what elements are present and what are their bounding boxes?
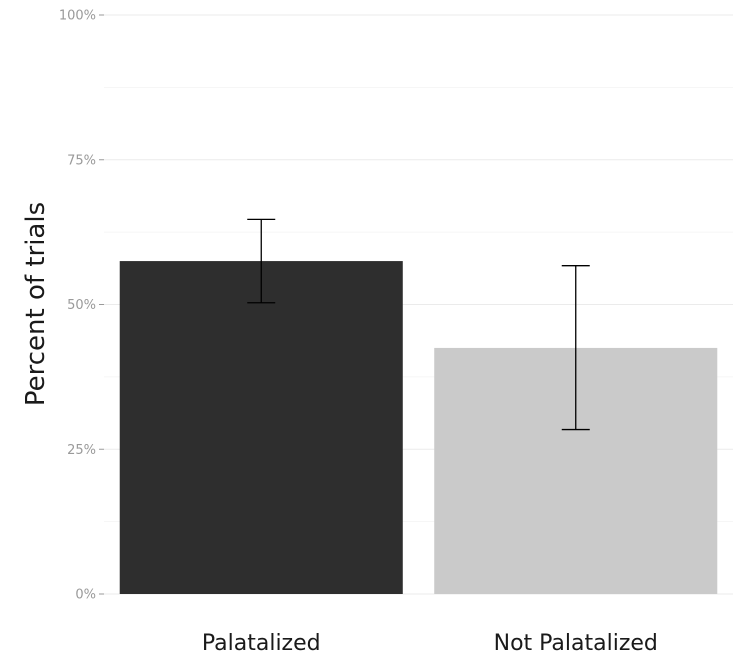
- y-tick-label: 100%: [59, 9, 96, 24]
- y-tick-label: 50%: [67, 298, 96, 313]
- x-tick-label: Not Palatalized: [494, 631, 658, 656]
- y-tick-label: 75%: [67, 153, 96, 168]
- y-tick-label: 25%: [67, 443, 96, 458]
- y-tick-label: 0%: [75, 588, 96, 603]
- x-axis-labels: Palatalized Not Palatalized: [202, 631, 658, 656]
- error-bars: [247, 218, 590, 431]
- y-axis-title: Percent of trials: [21, 202, 51, 406]
- y-axis-ticks: 0% 25% 50% 75% 100%: [59, 9, 104, 603]
- bar-palatalized: [119, 261, 403, 594]
- x-tick-label: Palatalized: [202, 631, 321, 656]
- bars: [119, 261, 718, 594]
